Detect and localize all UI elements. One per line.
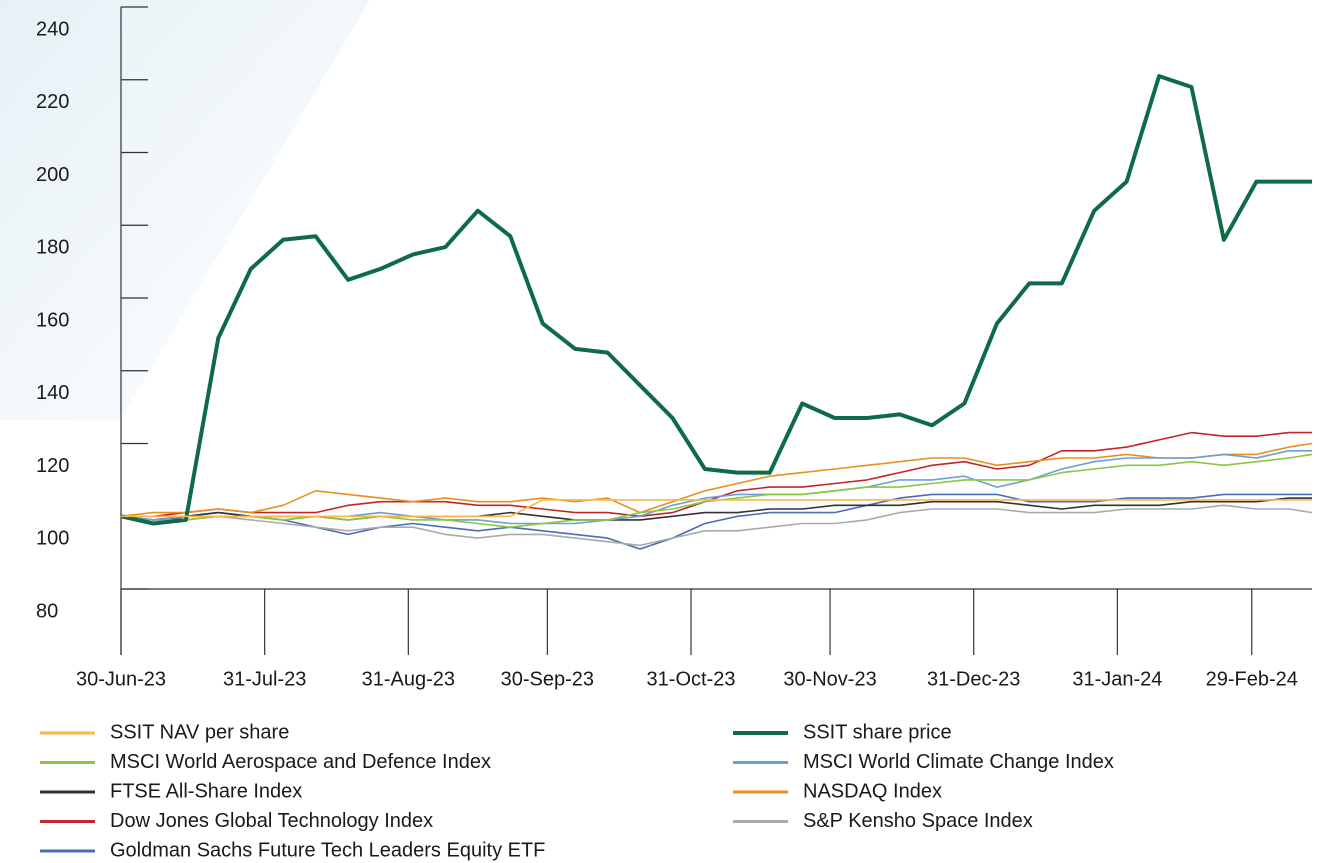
x-tick-label: 31-Dec-23 bbox=[927, 668, 1020, 690]
y-tick-label: 160 bbox=[36, 309, 69, 331]
y-tick-label: 100 bbox=[36, 528, 69, 550]
x-tick-label: 29-Feb-24 bbox=[1206, 668, 1298, 690]
y-tick-label: 140 bbox=[36, 382, 69, 404]
y-tick-label: 240 bbox=[36, 18, 69, 40]
legend-label: FTSE All-Share Index bbox=[110, 780, 302, 802]
legend-label: SSIT share price bbox=[803, 721, 952, 743]
x-tick-label: 30-Sep-23 bbox=[501, 668, 594, 690]
series-line bbox=[121, 431, 1312, 518]
legend-label: S&P Kensho Space Index bbox=[803, 810, 1033, 832]
x-tick-label: 31-Aug-23 bbox=[362, 668, 455, 690]
series-line bbox=[120, 442, 1313, 518]
y-tick-label: 80 bbox=[36, 600, 58, 622]
x-tick-label: 31-Jan-24 bbox=[1072, 668, 1162, 690]
x-tick-label: 31-Jul-23 bbox=[223, 668, 306, 690]
legend-label: Goldman Sachs Future Tech Leaders Equity… bbox=[110, 839, 545, 861]
background-shape bbox=[0, 0, 370, 420]
x-tick-label: 30-Nov-23 bbox=[783, 668, 876, 690]
legend-label: MSCI World Climate Change Index bbox=[803, 751, 1114, 773]
legend-label: NASDAQ Index bbox=[803, 780, 942, 802]
y-tick-label: 220 bbox=[36, 91, 69, 113]
series-line bbox=[120, 74, 1312, 526]
legend-label: SSIT NAV per share bbox=[110, 721, 289, 743]
x-tick-label: 31-Oct-23 bbox=[647, 668, 736, 690]
y-tick-label: 180 bbox=[36, 237, 69, 259]
y-tick-label: 200 bbox=[36, 164, 69, 186]
series-line bbox=[120, 493, 1312, 550]
series-line bbox=[121, 499, 1312, 518]
legend-label: MSCI World Aerospace and Defence Index bbox=[110, 751, 491, 773]
y-tick-label: 120 bbox=[36, 455, 69, 477]
series-line bbox=[120, 504, 1313, 547]
legend-label: Dow Jones Global Technology Index bbox=[110, 810, 433, 832]
x-tick-label: 30-Jun-23 bbox=[76, 668, 166, 690]
